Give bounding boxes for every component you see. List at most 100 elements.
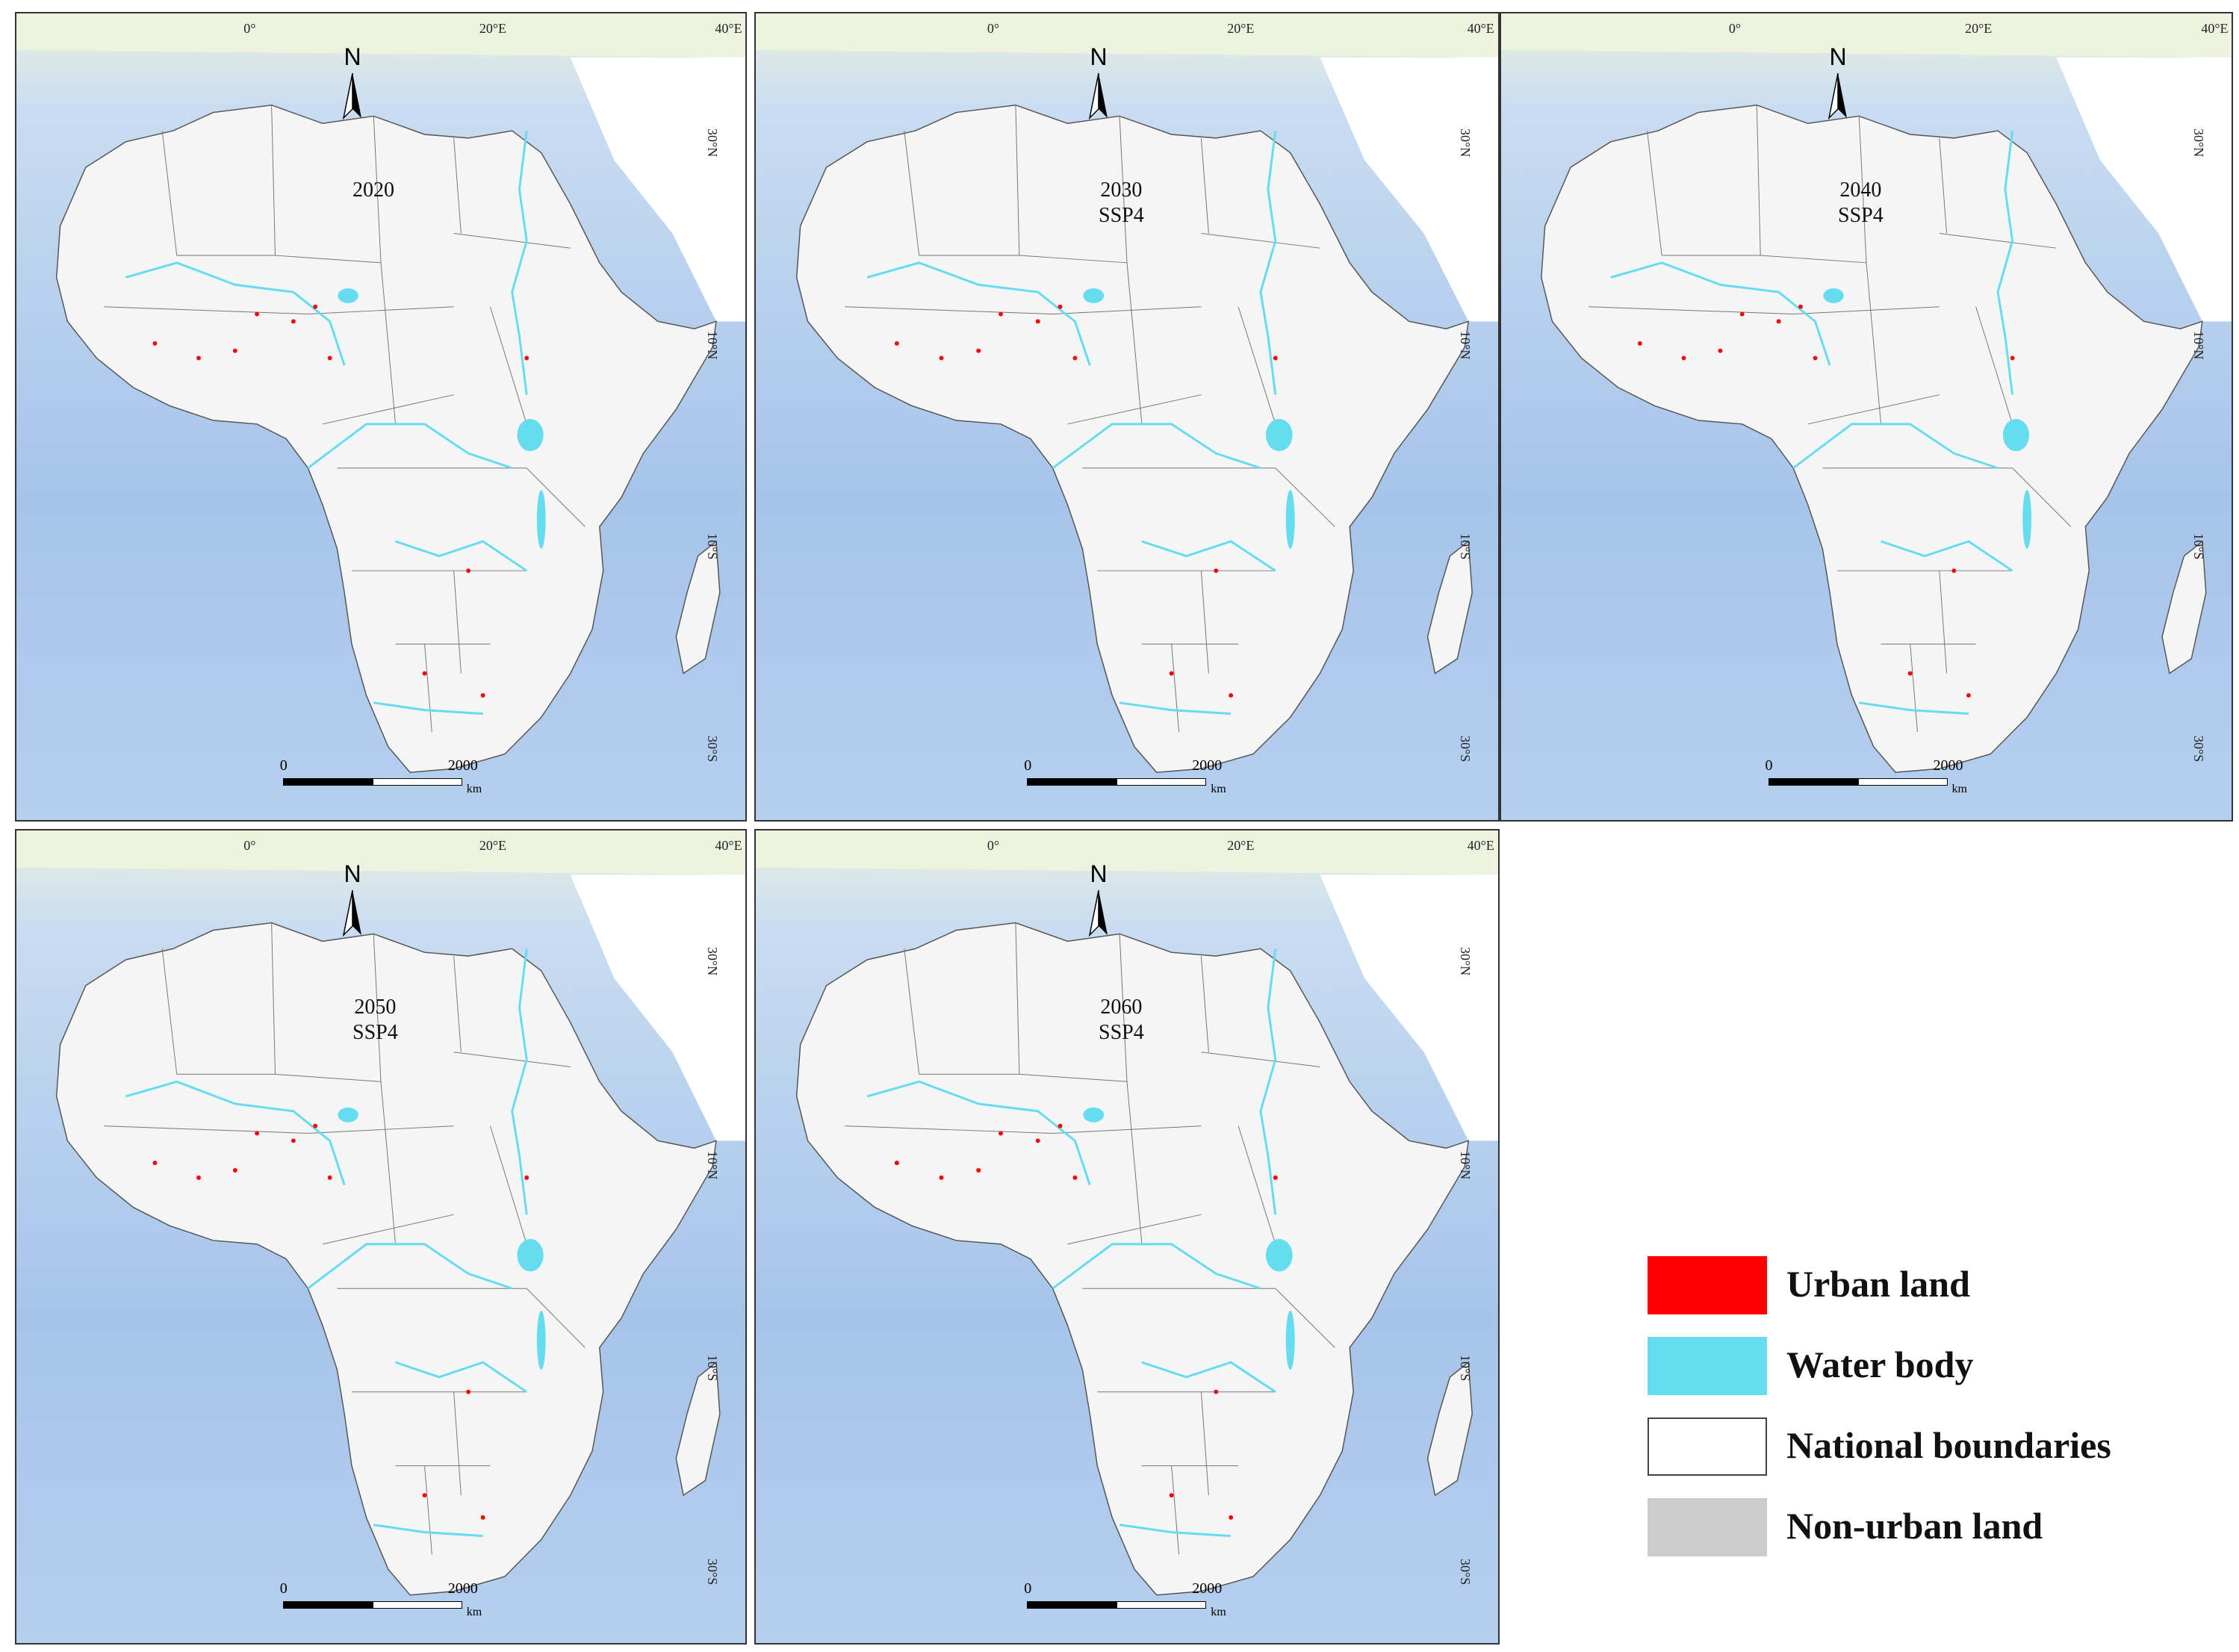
river xyxy=(1610,261,1831,366)
urban-area xyxy=(1637,341,1642,346)
longitude-label: 40°E xyxy=(715,21,742,36)
map-panel-2050: 0° 20°E 40°E 30°N 10°N 10°S 30°S N 2050 SSP4 0 20… xyxy=(15,829,747,1645)
national-boundary xyxy=(489,1125,527,1245)
legend-label: National boundaries xyxy=(1786,1424,2111,1466)
urban-area xyxy=(1681,355,1686,361)
river xyxy=(395,1361,528,1393)
longitude-label: 40°E xyxy=(715,838,742,853)
scale-start: 0 xyxy=(1765,757,1773,774)
national-boundary xyxy=(1052,1125,1202,1134)
river xyxy=(1859,701,1969,715)
national-boundary xyxy=(453,1391,462,1496)
legend-item: National boundaries xyxy=(1648,1417,2111,1477)
longitude-label: 20°E xyxy=(479,838,507,853)
north-arrow-label: N xyxy=(344,43,361,70)
national-boundary xyxy=(1275,1288,1335,1348)
national-boundary xyxy=(1126,1081,1143,1244)
legend-swatch xyxy=(1648,1498,1767,1556)
urban-area xyxy=(1776,319,1781,324)
longitude-label: 0° xyxy=(987,21,1000,36)
latitude-label: 10°S xyxy=(2191,533,2206,560)
national-boundary xyxy=(380,262,397,424)
national-boundary xyxy=(1201,1052,1320,1067)
latitude-label: 10°S xyxy=(1458,1354,1473,1381)
river xyxy=(1141,1361,1276,1393)
national-boundary xyxy=(1126,262,1143,424)
map-panel-2020: 0° 20°E 40°E 30°N 10°N 10°S 30°S N 2020 0 2000 k… xyxy=(15,12,747,822)
national-boundary xyxy=(1052,306,1202,315)
africa-landmass xyxy=(55,922,717,1596)
national-boundary xyxy=(904,131,920,256)
national-boundary xyxy=(1067,1214,1202,1245)
year-label: 2050 xyxy=(354,996,397,1019)
national-boundary xyxy=(1237,1125,1276,1245)
national-boundary xyxy=(453,233,571,249)
scale-start: 0 xyxy=(1024,1580,1032,1597)
scale-end: 2000 xyxy=(447,1580,478,1597)
national-boundary xyxy=(1793,306,1940,315)
urban-area xyxy=(327,355,332,361)
river xyxy=(511,130,528,395)
year-scenario-label: 2030 SSP4 xyxy=(1099,178,1144,229)
urban-area xyxy=(1907,671,1913,676)
national-boundary xyxy=(526,468,586,527)
lake xyxy=(1285,490,1295,549)
latitude-label: 30°N xyxy=(1458,946,1473,975)
national-boundary xyxy=(1171,1465,1180,1555)
lake xyxy=(517,1238,544,1272)
arabia-landmass xyxy=(1320,57,1498,322)
map-canvas xyxy=(1501,13,2232,820)
longitude-label: 40°E xyxy=(1467,21,1494,36)
national-boundary xyxy=(1067,394,1202,425)
national-boundary xyxy=(1237,306,1276,424)
madagascar-landmass xyxy=(675,1361,721,1497)
national-boundary xyxy=(1275,468,1335,527)
legend-swatch xyxy=(1648,1256,1767,1314)
north-arrow-icon xyxy=(1088,72,1108,120)
map-canvas xyxy=(756,830,1498,1643)
scenario-label: SSP4 xyxy=(1099,1021,1144,1044)
urban-area xyxy=(524,1175,530,1180)
map-panel-2040: 0° 20°E 40°E 30°N 10°N 10°S 30°S N 2040 SSP4 0 20… xyxy=(1500,12,2233,822)
lake xyxy=(2002,418,2030,452)
arabia-landmass xyxy=(570,875,745,1141)
urban-area xyxy=(1229,1515,1234,1520)
urban-area xyxy=(1739,311,1745,317)
national-boundary xyxy=(308,306,454,315)
urban-area xyxy=(291,1138,296,1143)
national-boundary xyxy=(904,948,920,1075)
longitude-label: 0° xyxy=(243,21,256,36)
national-boundary xyxy=(1200,571,1209,674)
river xyxy=(511,948,528,1215)
national-boundary xyxy=(271,922,276,1075)
legend-swatch xyxy=(1648,1417,1767,1476)
river xyxy=(1792,423,1999,470)
urban-area xyxy=(255,311,260,317)
lake xyxy=(1265,418,1293,452)
scale-unit: km xyxy=(466,783,482,795)
urban-area xyxy=(1229,693,1234,698)
latitude-label: 10°N xyxy=(705,1150,720,1179)
national-boundary xyxy=(1015,105,1020,256)
map-canvas xyxy=(756,13,1498,820)
national-boundary xyxy=(308,1125,454,1134)
legend-label: Water body xyxy=(1786,1344,1974,1385)
urban-area xyxy=(894,341,899,346)
scale-end: 2000 xyxy=(1192,757,1223,774)
map-canvas xyxy=(16,830,745,1643)
north-arrow: N xyxy=(330,43,375,125)
scale-segment-light xyxy=(1857,778,1948,786)
scale-bar: 0 2000 km xyxy=(1024,1580,1248,1633)
river xyxy=(1141,540,1276,572)
river xyxy=(125,1080,346,1186)
legend-item: Urban land xyxy=(1648,1256,2096,1316)
scale-unit: km xyxy=(1951,783,1967,795)
year-label: 2040 xyxy=(1839,178,1882,202)
urban-area xyxy=(999,1131,1004,1136)
river xyxy=(866,261,1091,366)
national-boundary xyxy=(1119,116,1128,263)
urban-area xyxy=(152,341,158,346)
legend-label: Non-urban land xyxy=(1786,1505,2043,1547)
national-boundary xyxy=(1200,137,1209,234)
scale-end: 2000 xyxy=(1933,757,1963,774)
